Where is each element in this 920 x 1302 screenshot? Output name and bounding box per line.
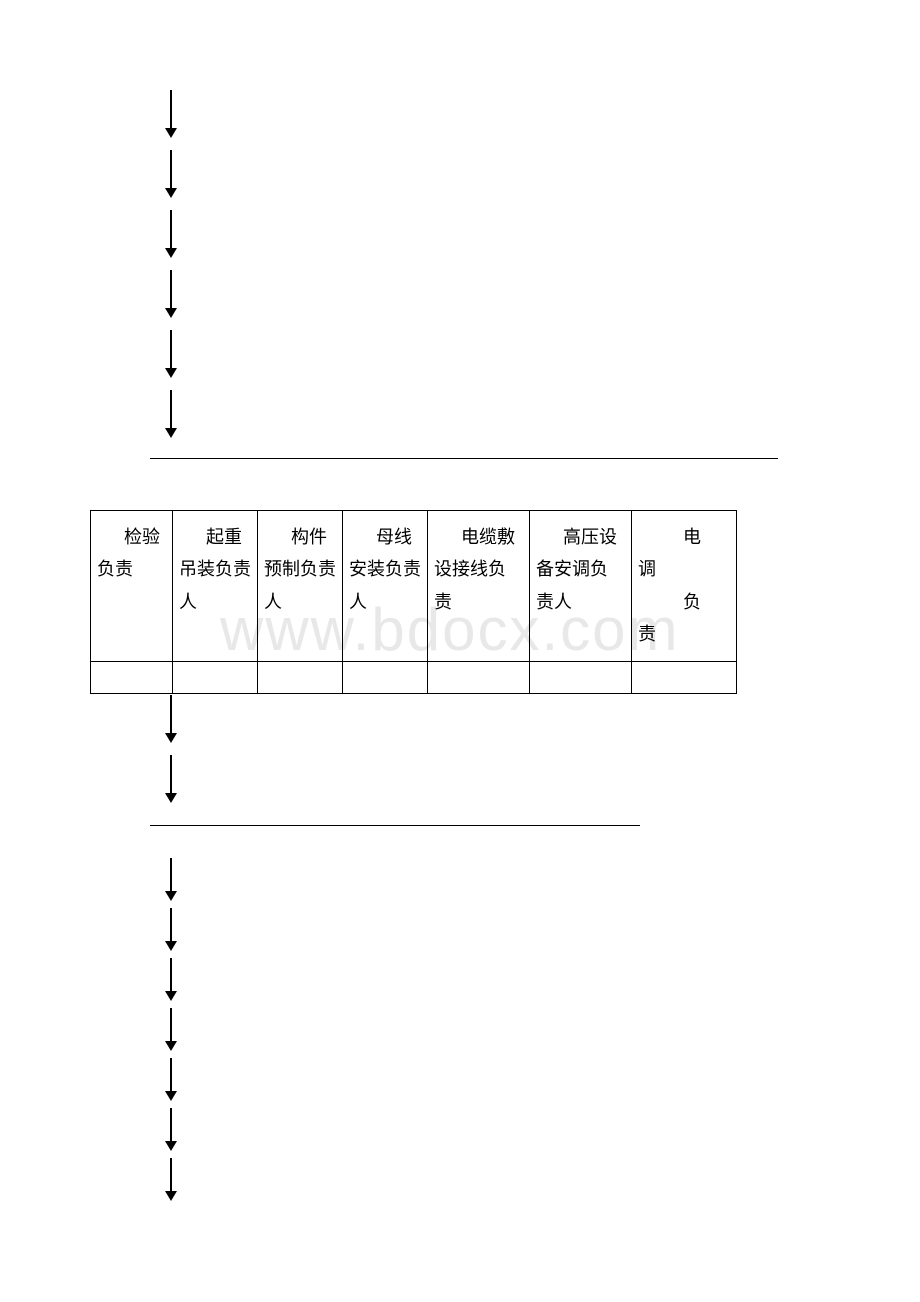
table-cell <box>173 661 258 693</box>
cell-label: 调 <box>638 553 730 585</box>
table-cell <box>632 661 737 693</box>
flow-arrow <box>170 330 172 370</box>
cell-label: 电缆敷设接线负责 <box>434 521 523 618</box>
table-cell: 电缆敷设接线负责 <box>428 511 530 662</box>
table-cell <box>343 661 428 693</box>
table-row <box>91 661 737 693</box>
table-cell: 检验负责 <box>91 511 173 662</box>
flow-arrow <box>170 1008 172 1043</box>
table-cell: 母线安装负责人 <box>343 511 428 662</box>
roles-table: 检验负责 起重吊装负责人 构件预制负责人 母线安装负责人 电缆敷设接线负责 高压… <box>90 510 737 694</box>
flow-arrow <box>170 90 172 130</box>
table-cell: 起重吊装负责人 <box>173 511 258 662</box>
flow-arrow <box>170 270 172 310</box>
cell-label: 高压设备安调负责人 <box>536 521 625 618</box>
flow-arrow <box>170 755 172 795</box>
cell-label: 检验负责 <box>97 521 166 586</box>
flow-arrow <box>170 695 172 735</box>
divider-line <box>150 825 640 826</box>
flow-arrow <box>170 1108 172 1143</box>
table-cell: 高压设备安调负责人 <box>530 511 632 662</box>
table-cell <box>258 661 343 693</box>
flow-arrow <box>170 1158 172 1193</box>
flow-arrow <box>170 858 172 893</box>
cell-label: 电 <box>638 521 730 553</box>
cell-label: 责 <box>638 618 730 650</box>
cell-label: 负 <box>638 586 730 618</box>
table-cell <box>91 661 173 693</box>
flow-arrow <box>170 210 172 250</box>
flow-arrow <box>170 390 172 430</box>
table-cell <box>428 661 530 693</box>
flow-arrow <box>170 908 172 943</box>
cell-label: 构件预制负责人 <box>264 521 336 618</box>
document-page: www.bdocx.com 检验负责 起重吊装负责人 构件预制负责人 母线安装负… <box>0 0 920 1302</box>
table-row: 检验负责 起重吊装负责人 构件预制负责人 母线安装负责人 电缆敷设接线负责 高压… <box>91 511 737 662</box>
divider-line <box>150 458 778 459</box>
table-cell: 构件预制负责人 <box>258 511 343 662</box>
flow-arrow <box>170 1058 172 1093</box>
flow-arrow <box>170 150 172 190</box>
table-cell: 电 调 负 责 <box>632 511 737 662</box>
cell-label: 起重吊装负责人 <box>179 521 251 618</box>
flow-arrow <box>170 958 172 993</box>
cell-label: 母线安装负责人 <box>349 521 421 618</box>
table-cell <box>530 661 632 693</box>
